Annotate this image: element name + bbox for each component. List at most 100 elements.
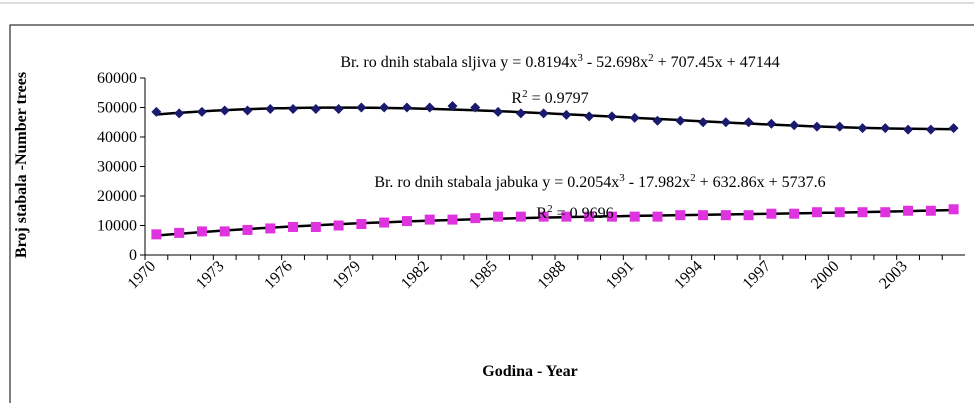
x-tick-label: 1979 bbox=[330, 258, 365, 293]
superscript: 3 bbox=[619, 172, 625, 184]
marker bbox=[151, 229, 162, 240]
marker bbox=[196, 226, 207, 237]
annotation-part: + 707.45x + 47144 bbox=[654, 54, 780, 71]
marker bbox=[743, 117, 754, 128]
y-tick-label: 10000 bbox=[97, 218, 137, 235]
x-axis-title: Godina - Year bbox=[482, 363, 577, 380]
marker bbox=[789, 120, 800, 131]
marker bbox=[834, 207, 845, 218]
y-axis-title: Broj stabala -Number trees bbox=[13, 72, 30, 258]
marker bbox=[401, 216, 412, 227]
y-tick-label: 20000 bbox=[97, 188, 137, 205]
marker bbox=[151, 106, 162, 117]
marker bbox=[629, 211, 640, 222]
annotation-part: R bbox=[511, 90, 522, 107]
marker bbox=[493, 106, 504, 117]
y-tick-label: 50000 bbox=[97, 100, 137, 117]
marker bbox=[652, 115, 663, 126]
annotation-part: = 0.9696 bbox=[553, 205, 614, 222]
superscript: 2 bbox=[690, 172, 696, 184]
marker bbox=[720, 117, 731, 128]
marker bbox=[447, 101, 458, 112]
y-tick-label: 30000 bbox=[97, 159, 137, 176]
marker bbox=[515, 211, 526, 222]
x-tick-label: 1991 bbox=[603, 258, 638, 293]
annotation: R2 = 0.9797 bbox=[511, 88, 588, 107]
x-tick-label: 1982 bbox=[398, 258, 433, 293]
marker bbox=[606, 111, 617, 122]
x-tick-label: 1988 bbox=[535, 258, 570, 293]
marker bbox=[447, 214, 458, 225]
marker bbox=[401, 102, 412, 113]
marker bbox=[584, 211, 595, 222]
marker bbox=[310, 103, 321, 114]
marker bbox=[857, 207, 868, 218]
marker bbox=[766, 208, 777, 219]
marker bbox=[675, 210, 686, 221]
marker bbox=[652, 211, 663, 222]
marker bbox=[675, 115, 686, 126]
marker bbox=[493, 211, 504, 222]
marker bbox=[606, 211, 617, 222]
marker bbox=[766, 118, 777, 129]
marker bbox=[698, 117, 709, 128]
y-tick-label: 0 bbox=[129, 247, 137, 264]
marker bbox=[288, 103, 299, 114]
marker bbox=[903, 124, 914, 135]
marker bbox=[538, 211, 549, 222]
annotation-part: - 52.698x bbox=[583, 54, 648, 71]
x-tick-label: 1976 bbox=[261, 258, 296, 293]
chart-frame bbox=[9, 24, 974, 403]
x-tick-label: 1985 bbox=[466, 258, 501, 293]
marker bbox=[857, 123, 868, 134]
marker bbox=[356, 102, 367, 113]
marker bbox=[196, 106, 207, 117]
superscript: 2 bbox=[648, 52, 654, 64]
annotation: Br. ro dnih stabala jabuka y = 0.2054x3 … bbox=[374, 172, 825, 191]
y-tick-label: 60000 bbox=[97, 70, 137, 87]
marker bbox=[379, 217, 390, 228]
marker bbox=[470, 102, 481, 113]
annotation-part: = 0.9797 bbox=[528, 90, 589, 107]
marker bbox=[584, 111, 595, 122]
annotation-part: + 632.86x + 5737.6 bbox=[696, 174, 826, 191]
y-tick-label: 40000 bbox=[97, 129, 137, 146]
marker bbox=[424, 102, 435, 113]
marker bbox=[538, 108, 549, 119]
marker bbox=[219, 226, 230, 237]
marker bbox=[720, 210, 731, 221]
marker bbox=[834, 121, 845, 132]
marker bbox=[948, 204, 959, 215]
trendline bbox=[156, 106, 954, 131]
marker bbox=[174, 227, 185, 238]
marker bbox=[265, 223, 276, 234]
marker bbox=[561, 211, 572, 222]
x-tick-label: 1997 bbox=[740, 258, 775, 293]
marker bbox=[925, 124, 936, 135]
marker bbox=[333, 103, 344, 114]
marker bbox=[265, 103, 276, 114]
x-tick-label: 2003 bbox=[876, 258, 911, 293]
annotation-part: Br. ro dnih stabala sljiva y = 0.8194x bbox=[340, 54, 577, 71]
marker bbox=[333, 220, 344, 231]
marker bbox=[470, 213, 481, 224]
marker bbox=[379, 102, 390, 113]
annotation-part: R bbox=[536, 205, 547, 222]
marker bbox=[356, 219, 367, 230]
marker bbox=[424, 214, 435, 225]
superscript: 3 bbox=[577, 52, 583, 64]
marker bbox=[561, 109, 572, 120]
marker bbox=[242, 224, 253, 235]
marker bbox=[903, 205, 914, 216]
x-tick-label: 1973 bbox=[193, 258, 228, 293]
marker bbox=[811, 121, 822, 132]
marker bbox=[880, 207, 891, 218]
marker bbox=[515, 108, 526, 119]
marker bbox=[811, 207, 822, 218]
marker bbox=[174, 108, 185, 119]
superscript: 2 bbox=[522, 88, 528, 100]
marker bbox=[948, 123, 959, 134]
marker bbox=[880, 123, 891, 134]
superscript: 2 bbox=[547, 203, 553, 215]
annotation: R2 = 0.9696 bbox=[536, 203, 613, 222]
